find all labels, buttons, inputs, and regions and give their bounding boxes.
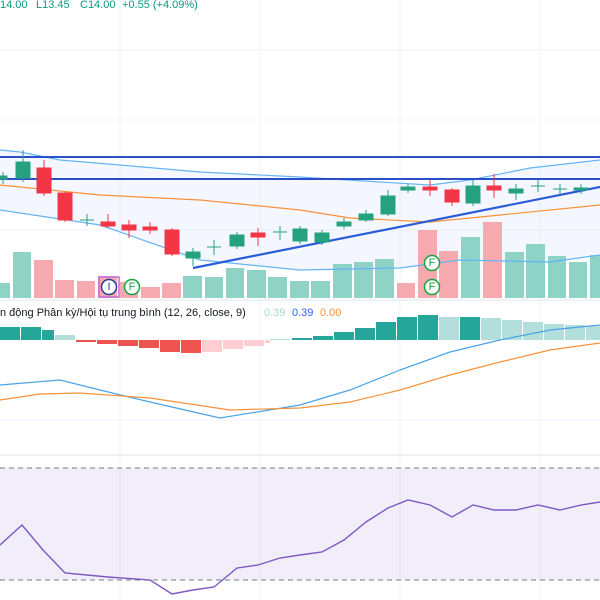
macd-signal-value: 0.00: [320, 307, 341, 319]
marker-label: F: [429, 281, 436, 293]
macd-value: 0.39: [292, 307, 313, 319]
candles: [0, 150, 589, 266]
macd-histogram: [0, 315, 600, 353]
marker-label: F: [429, 257, 436, 269]
signal-line: [0, 342, 600, 411]
middle-band: [0, 184, 600, 223]
markers: I F F F: [98, 254, 441, 298]
ohlc-header: 14.00 L13.45 C14.00 +0.55 (+4.09%): [0, 0, 198, 11]
volume: [0, 222, 600, 298]
ohlc-low: L13.45: [36, 0, 70, 11]
ohlc-open: 14.00: [0, 0, 28, 11]
marker-label: F: [129, 281, 136, 293]
macd-title: n động Phân kỳ/Hội tụ trung bình (12, 26…: [0, 307, 246, 319]
ohlc-close: C14.00: [80, 0, 115, 11]
rsi-line: [0, 499, 600, 595]
rsi-band: [0, 468, 600, 580]
trend-line: [192, 185, 600, 270]
ohlc-change: +0.55 (+4.09%): [122, 0, 198, 11]
lower-band: [0, 209, 600, 271]
marker-label: I: [107, 281, 110, 293]
macd-line: [0, 324, 600, 419]
macd-histogram-value: 0.39: [264, 307, 285, 319]
